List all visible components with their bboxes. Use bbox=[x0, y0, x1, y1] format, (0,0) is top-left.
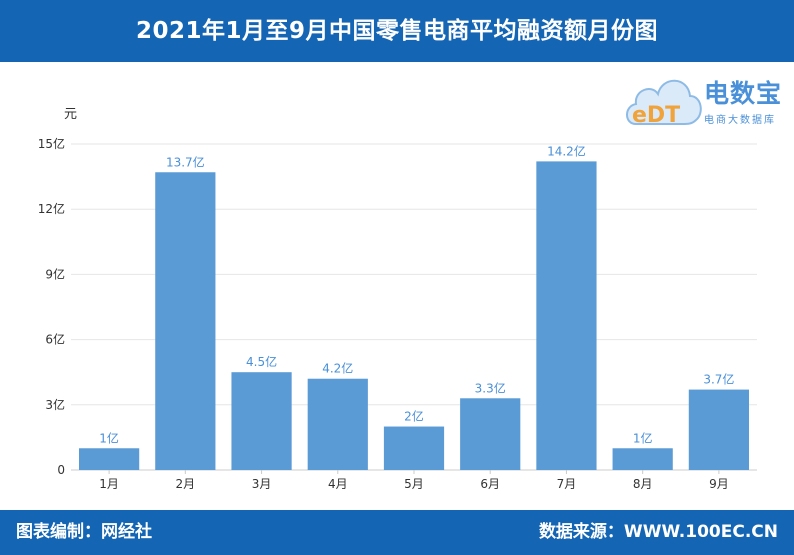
data-label: 14.2亿 bbox=[547, 143, 586, 158]
x-tick-label: 2月 bbox=[176, 477, 196, 491]
y-tick-label: 0 bbox=[57, 463, 65, 477]
data-label: 1亿 bbox=[633, 430, 653, 445]
header-bar: 2021年1月至9月中国零售电商平均融资额月份图 bbox=[0, 0, 794, 62]
x-tick-label: 3月 bbox=[252, 477, 272, 491]
bar-chart: 0 3亿 6亿 9亿 12亿 15亿 1亿 1月 13.7亿 2月 4.5亿 3月 4.2亿 4月 2亿 5月… bbox=[38, 136, 757, 491]
logo-brand: 电数宝 bbox=[704, 79, 783, 108]
bar-1 bbox=[79, 448, 140, 470]
footer-source: 数据来源：WWW.100EC.CN bbox=[538, 522, 778, 542]
y-tick-label: 6亿 bbox=[45, 332, 65, 347]
y-axis-unit: 元 bbox=[64, 107, 78, 122]
data-label: 4.2亿 bbox=[322, 361, 353, 376]
y-tick-label: 12亿 bbox=[38, 201, 65, 216]
data-label: 1亿 bbox=[99, 430, 119, 445]
x-tick-label: 7月 bbox=[557, 477, 577, 491]
y-tick-label: 3亿 bbox=[45, 397, 65, 412]
y-tick-label: 9亿 bbox=[45, 266, 65, 281]
data-label: 2亿 bbox=[404, 409, 424, 424]
x-tick-label: 5月 bbox=[404, 477, 424, 491]
data-label: 3.3亿 bbox=[475, 380, 506, 395]
data-label: 13.7亿 bbox=[166, 154, 205, 169]
bar-8 bbox=[612, 448, 673, 470]
logo-mark: eDT bbox=[632, 103, 680, 128]
bar-9 bbox=[688, 389, 749, 470]
footer-bar: 图表编制：网经社 数据来源：WWW.100EC.CN bbox=[0, 510, 794, 555]
bar-6 bbox=[460, 398, 521, 470]
footer-credit: 图表编制：网经社 bbox=[16, 522, 152, 542]
chart-title: 2021年1月至9月中国零售电商平均融资额月份图 bbox=[135, 18, 659, 44]
cloud-logo-icon: eDT bbox=[626, 79, 702, 128]
data-label: 3.7亿 bbox=[703, 372, 734, 387]
x-tick-label: 9月 bbox=[709, 477, 729, 491]
logo-subtitle: 电商大数据库 bbox=[704, 115, 776, 126]
y-tick-label: 15亿 bbox=[38, 136, 65, 151]
bar-4 bbox=[307, 378, 368, 470]
x-tick-label: 8月 bbox=[633, 477, 653, 491]
bar-2 bbox=[155, 172, 216, 470]
x-tick-label: 1月 bbox=[99, 477, 119, 491]
x-tick-label: 4月 bbox=[328, 477, 348, 491]
edt-logo: eDT 电数宝 电商大数据库 bbox=[622, 66, 790, 134]
bar-5 bbox=[383, 426, 445, 470]
x-tick-label: 6月 bbox=[480, 477, 500, 491]
data-label: 4.5亿 bbox=[246, 354, 277, 369]
bar-3 bbox=[231, 372, 292, 470]
bar-7 bbox=[536, 161, 597, 471]
